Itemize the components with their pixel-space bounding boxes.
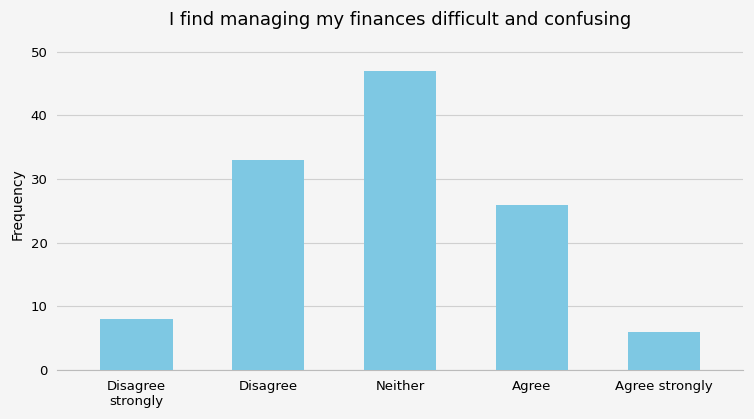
Bar bbox=[495, 204, 569, 370]
Y-axis label: Frequency: Frequency bbox=[11, 169, 25, 241]
Bar bbox=[232, 160, 305, 370]
Title: I find managing my finances difficult and confusing: I find managing my finances difficult an… bbox=[169, 11, 631, 29]
Bar bbox=[364, 71, 437, 370]
Bar bbox=[100, 319, 173, 370]
Bar bbox=[627, 332, 700, 370]
